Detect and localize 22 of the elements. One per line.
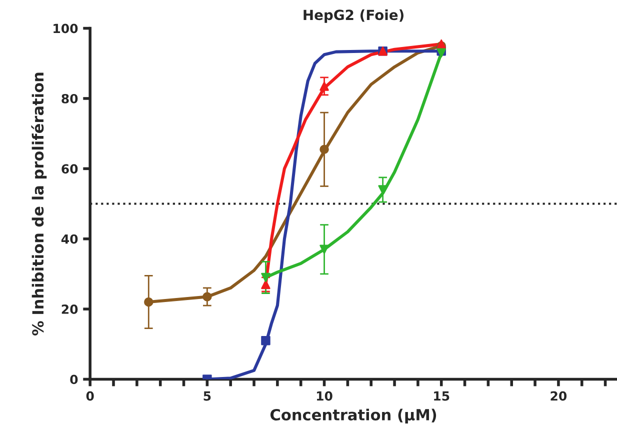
y-tick-label: 80 bbox=[62, 94, 78, 104]
point bbox=[320, 144, 329, 154]
y-tick-label: 20 bbox=[62, 304, 78, 314]
x-tick-label: 0 bbox=[86, 391, 94, 401]
point bbox=[320, 82, 329, 91]
x-tick-label: 10 bbox=[316, 391, 332, 401]
chart-title: HepG2 (Foie) bbox=[304, 9, 404, 23]
point bbox=[320, 244, 329, 254]
point bbox=[261, 280, 270, 290]
x-tick-label: 15 bbox=[434, 391, 450, 401]
x-tick-label: 5 bbox=[204, 391, 211, 401]
y-axis-title: % Inhibition de la prolifération bbox=[31, 72, 47, 336]
point bbox=[144, 297, 154, 307]
point bbox=[261, 272, 270, 282]
x-axis-title: Concentration (μM) bbox=[270, 408, 436, 424]
point bbox=[261, 336, 270, 346]
point bbox=[202, 292, 212, 302]
x-tick-label: 20 bbox=[550, 391, 567, 401]
y-tick-label: 100 bbox=[54, 24, 78, 34]
y-tick-label: 0 bbox=[70, 374, 78, 384]
y-tick-label: 60 bbox=[62, 164, 78, 174]
y-tick-label: 40 bbox=[61, 234, 78, 244]
